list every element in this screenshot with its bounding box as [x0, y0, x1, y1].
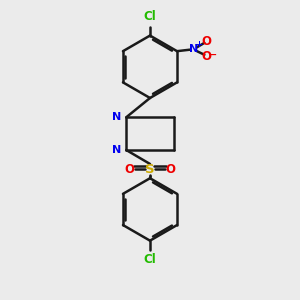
Text: Cl: Cl [144, 253, 156, 266]
Text: O: O [165, 163, 175, 176]
Text: +: + [195, 40, 202, 49]
Text: Cl: Cl [144, 10, 156, 23]
Text: N: N [112, 112, 121, 122]
Text: O: O [125, 163, 135, 176]
Text: N: N [189, 44, 198, 54]
Text: N: N [112, 145, 121, 155]
Text: S: S [145, 163, 155, 176]
Text: O: O [202, 35, 212, 48]
Text: O: O [202, 50, 212, 63]
Text: −: − [209, 50, 218, 60]
